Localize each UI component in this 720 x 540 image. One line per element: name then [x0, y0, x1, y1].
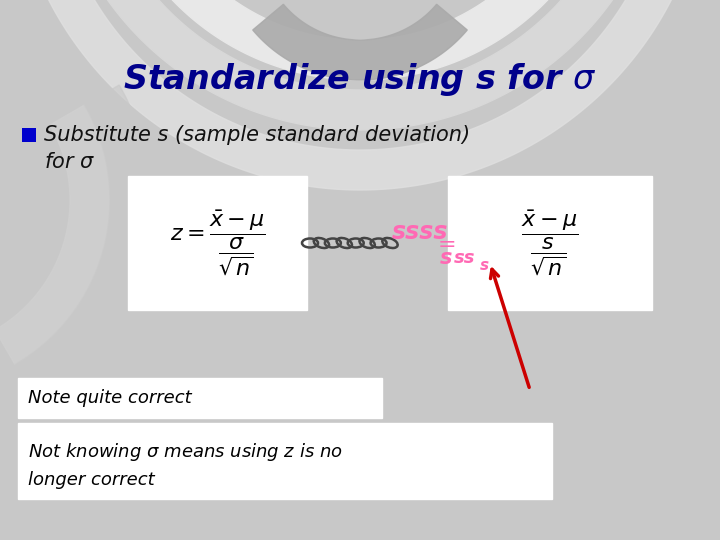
Text: Substitute s (sample standard deviation): Substitute s (sample standard deviation) [44, 125, 470, 145]
Text: s: s [440, 248, 452, 268]
FancyBboxPatch shape [18, 378, 382, 418]
Text: for $\sigma$: for $\sigma$ [44, 152, 95, 172]
Text: $z = \dfrac{\bar{x} - \mu}{\dfrac{\sigma}{\sqrt{n}}}$: $z = \dfrac{\bar{x} - \mu}{\dfrac{\sigma… [170, 208, 266, 278]
Polygon shape [253, 4, 467, 80]
Text: s: s [480, 258, 489, 273]
FancyBboxPatch shape [22, 128, 36, 142]
Text: ss: ss [454, 249, 475, 267]
Polygon shape [15, 85, 150, 399]
FancyBboxPatch shape [18, 423, 552, 499]
Text: Not knowing $\sigma$ means using z is no: Not knowing $\sigma$ means using z is no [28, 441, 343, 463]
Text: =: = [438, 235, 456, 255]
Text: ssss: ssss [392, 220, 449, 244]
Text: $\dfrac{\bar{x} - \mu}{\dfrac{s}{\sqrt{n}}}$: $\dfrac{\bar{x} - \mu}{\dfrac{s}{\sqrt{n… [521, 208, 579, 278]
FancyBboxPatch shape [448, 176, 652, 310]
FancyBboxPatch shape [128, 176, 307, 310]
Polygon shape [42, 0, 678, 190]
Text: Standardize using s for $\sigma$: Standardize using s for $\sigma$ [123, 62, 597, 98]
Polygon shape [68, 0, 652, 130]
Polygon shape [0, 105, 110, 364]
Polygon shape [116, 0, 604, 80]
Text: longer correct: longer correct [28, 471, 155, 489]
Text: Note quite correct: Note quite correct [28, 389, 192, 407]
